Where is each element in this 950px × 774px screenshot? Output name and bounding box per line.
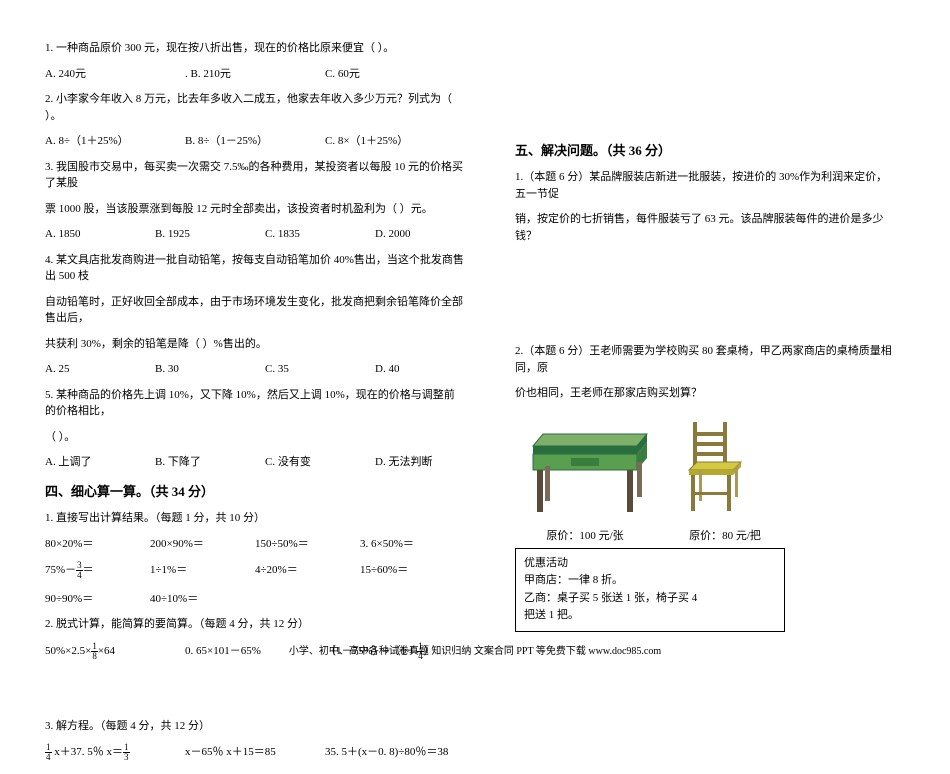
q2-opt-a: A. 8÷（1＋25%） bbox=[45, 133, 185, 150]
illustration-area bbox=[515, 414, 895, 522]
calc3-row: 14 x＋37. 5％ x＝13 x－65％ x＋15＝85 35. 5＋(x－… bbox=[45, 743, 465, 762]
q5-opt-d: D. 无法判断 bbox=[375, 454, 432, 471]
r2b: 1÷1%＝ bbox=[150, 561, 255, 580]
chair-price: 原价：80 元/把 bbox=[675, 527, 775, 543]
q5-opt-a: A. 上调了 bbox=[45, 454, 155, 471]
q3-opt-a: A. 1850 bbox=[45, 226, 155, 243]
e2: x－65％ x＋15＝85 bbox=[185, 743, 325, 762]
calc-row-2: 75%－34＝ 1÷1%＝ 4÷20%＝ 15÷60%＝ bbox=[45, 561, 465, 580]
q3-l1: 3. 我国股市交易中，每买卖一次需交 7.5‰的各种费用，某投资者以每股 10 … bbox=[45, 159, 465, 192]
calc1-title: 1. 直接写出计算结果。（每题 1 分，共 10 分） bbox=[45, 510, 465, 527]
desk-illustration bbox=[515, 424, 655, 522]
q3-opt-d: D. 2000 bbox=[375, 226, 410, 243]
q2-opt-b: B. 8÷（1－25%） bbox=[185, 133, 325, 150]
q4-l1: 4. 某文具店批发商购进一批自动铅笔，按每支自动铅笔加价 40%售出，当这个批发… bbox=[45, 252, 465, 285]
promo-l4: 把送 1 把。 bbox=[524, 607, 776, 625]
q5-l2: （ ）。 bbox=[45, 429, 465, 446]
q1-opt-c: C. 60元 bbox=[325, 66, 360, 83]
q4-l2: 自动铅笔时，正好收回全部成本，由于市场环境发生变化，批发商把剩余铅笔降价全部售出… bbox=[45, 294, 465, 327]
p1-l1: 1.（本题 6 分）某品牌服装店新进一批服装，按进价的 30%作为利润来定价，五… bbox=[515, 169, 895, 202]
r2c: 4÷20%＝ bbox=[255, 561, 360, 580]
q4-opt-c: C. 35 bbox=[265, 361, 375, 378]
calc2-title: 2. 脱式计算，能简算的要简算。（每题 4 分，共 12 分） bbox=[45, 616, 465, 633]
q3-opt-b: B. 1925 bbox=[155, 226, 265, 243]
p2-l2: 价也相同，王老师在那家店购买划算？ bbox=[515, 385, 895, 402]
calc-row-1: 80×20%＝ 200×90%＝ 150÷50%＝ 3. 6×50%＝ bbox=[45, 535, 465, 551]
section5-heading: 五、解决问题。（共 36 分） bbox=[515, 140, 895, 159]
p1-l2: 销，按定价的七折销售，每件服装亏了 63 元。该品牌服装每件的进价是多少钱？ bbox=[515, 211, 895, 244]
q5-l1: 5. 某种商品的价格先上调 10%，又下降 10%，然后又上调 10%，现在的价… bbox=[45, 387, 465, 420]
q1-opt-b: . B. 210元 bbox=[185, 66, 325, 83]
q4-l3: 共获利 30%，剩余的铅笔是降（ ）%售出的。 bbox=[45, 336, 465, 353]
q1-options: A. 240元 . B. 210元 C. 60元 bbox=[45, 66, 465, 83]
left-column: 1. 一种商品原价 300 元，现在按八折出售，现在的价格比原来便宜（ ）。 A… bbox=[45, 40, 465, 774]
r1b: 200×90%＝ bbox=[150, 535, 255, 551]
p2-l1: 2.（本题 6 分）王老师需要为学校购买 80 套桌椅，甲乙两家商店的桌椅质量相… bbox=[515, 343, 895, 376]
desk-price: 原价：100 元/张 bbox=[515, 527, 655, 543]
q5-opt-c: C. 没有变 bbox=[265, 454, 375, 471]
q4-opt-b: B. 30 bbox=[155, 361, 265, 378]
promo-l2: 甲商店：一律 8 折。 bbox=[524, 572, 776, 590]
r2d: 15÷60%＝ bbox=[360, 561, 465, 580]
r1d: 3. 6×50%＝ bbox=[360, 535, 465, 551]
r1a: 80×20%＝ bbox=[45, 535, 150, 551]
r3b: 40÷10%＝ bbox=[150, 590, 255, 606]
e1: 14 x＋37. 5％ x＝13 bbox=[45, 743, 185, 762]
q1: 1. 一种商品原价 300 元，现在按八折出售，现在的价格比原来便宜（ ）。 bbox=[45, 40, 465, 57]
calc3-title: 3. 解方程。（每题 4 分，共 12 分） bbox=[45, 718, 465, 735]
q3-options: A. 1850 B. 1925 C. 1835 D. 2000 bbox=[45, 226, 465, 243]
footer: 小学、初中、高中各种试卷真题 知识归纳 文案合同 PPT 等免费下载 www.d… bbox=[0, 642, 950, 657]
q2-opt-c: C. 8×（1＋25%） bbox=[325, 133, 408, 150]
section4-heading: 四、细心算一算。（共 34 分） bbox=[45, 481, 465, 500]
q1-opt-a: A. 240元 bbox=[45, 66, 185, 83]
r1c: 150÷50%＝ bbox=[255, 535, 360, 551]
q2: 2. 小李家今年收入 8 万元，比去年多收入二成五，他家去年收入多少万元？列式为… bbox=[45, 91, 465, 124]
q4-opt-a: A. 25 bbox=[45, 361, 155, 378]
q5-options: A. 上调了 B. 下降了 C. 没有变 D. 无法判断 bbox=[45, 454, 465, 471]
q4-options: A. 25 B. 30 C. 35 D. 40 bbox=[45, 361, 465, 378]
promo-l3: 乙商：桌子买 5 张送 1 张，椅子买 4 bbox=[524, 590, 776, 608]
e3: 35. 5＋(x－0. 8)÷80％＝38 bbox=[325, 743, 465, 762]
chair-illustration bbox=[675, 414, 775, 522]
right-column: 五、解决问题。（共 36 分） 1.（本题 6 分）某品牌服装店新进一批服装，按… bbox=[515, 40, 895, 774]
q3-l2: 票 1000 股，当该股票涨到每股 12 元时全部卖出，该投资者时机盈利为（ ）… bbox=[45, 201, 465, 218]
q3-opt-c: C. 1835 bbox=[265, 226, 375, 243]
frac-1-3: 13 bbox=[123, 743, 130, 762]
calc-row-3: 90÷90%＝ 40÷10%＝ bbox=[45, 590, 465, 606]
promo-l1: 优惠活动 bbox=[524, 555, 776, 573]
q4-opt-d: D. 40 bbox=[375, 361, 399, 378]
r2a: 75%－34＝ bbox=[45, 561, 150, 580]
q2-options: A. 8÷（1＋25%） B. 8÷（1－25%） C. 8×（1＋25%） bbox=[45, 133, 465, 150]
promo-box: 优惠活动 甲商店：一律 8 折。 乙商：桌子买 5 张送 1 张，椅子买 4 把… bbox=[515, 548, 785, 632]
price-row: 原价：100 元/张 原价：80 元/把 bbox=[515, 527, 895, 543]
r3a: 90÷90%＝ bbox=[45, 590, 150, 606]
q5-opt-b: B. 下降了 bbox=[155, 454, 265, 471]
